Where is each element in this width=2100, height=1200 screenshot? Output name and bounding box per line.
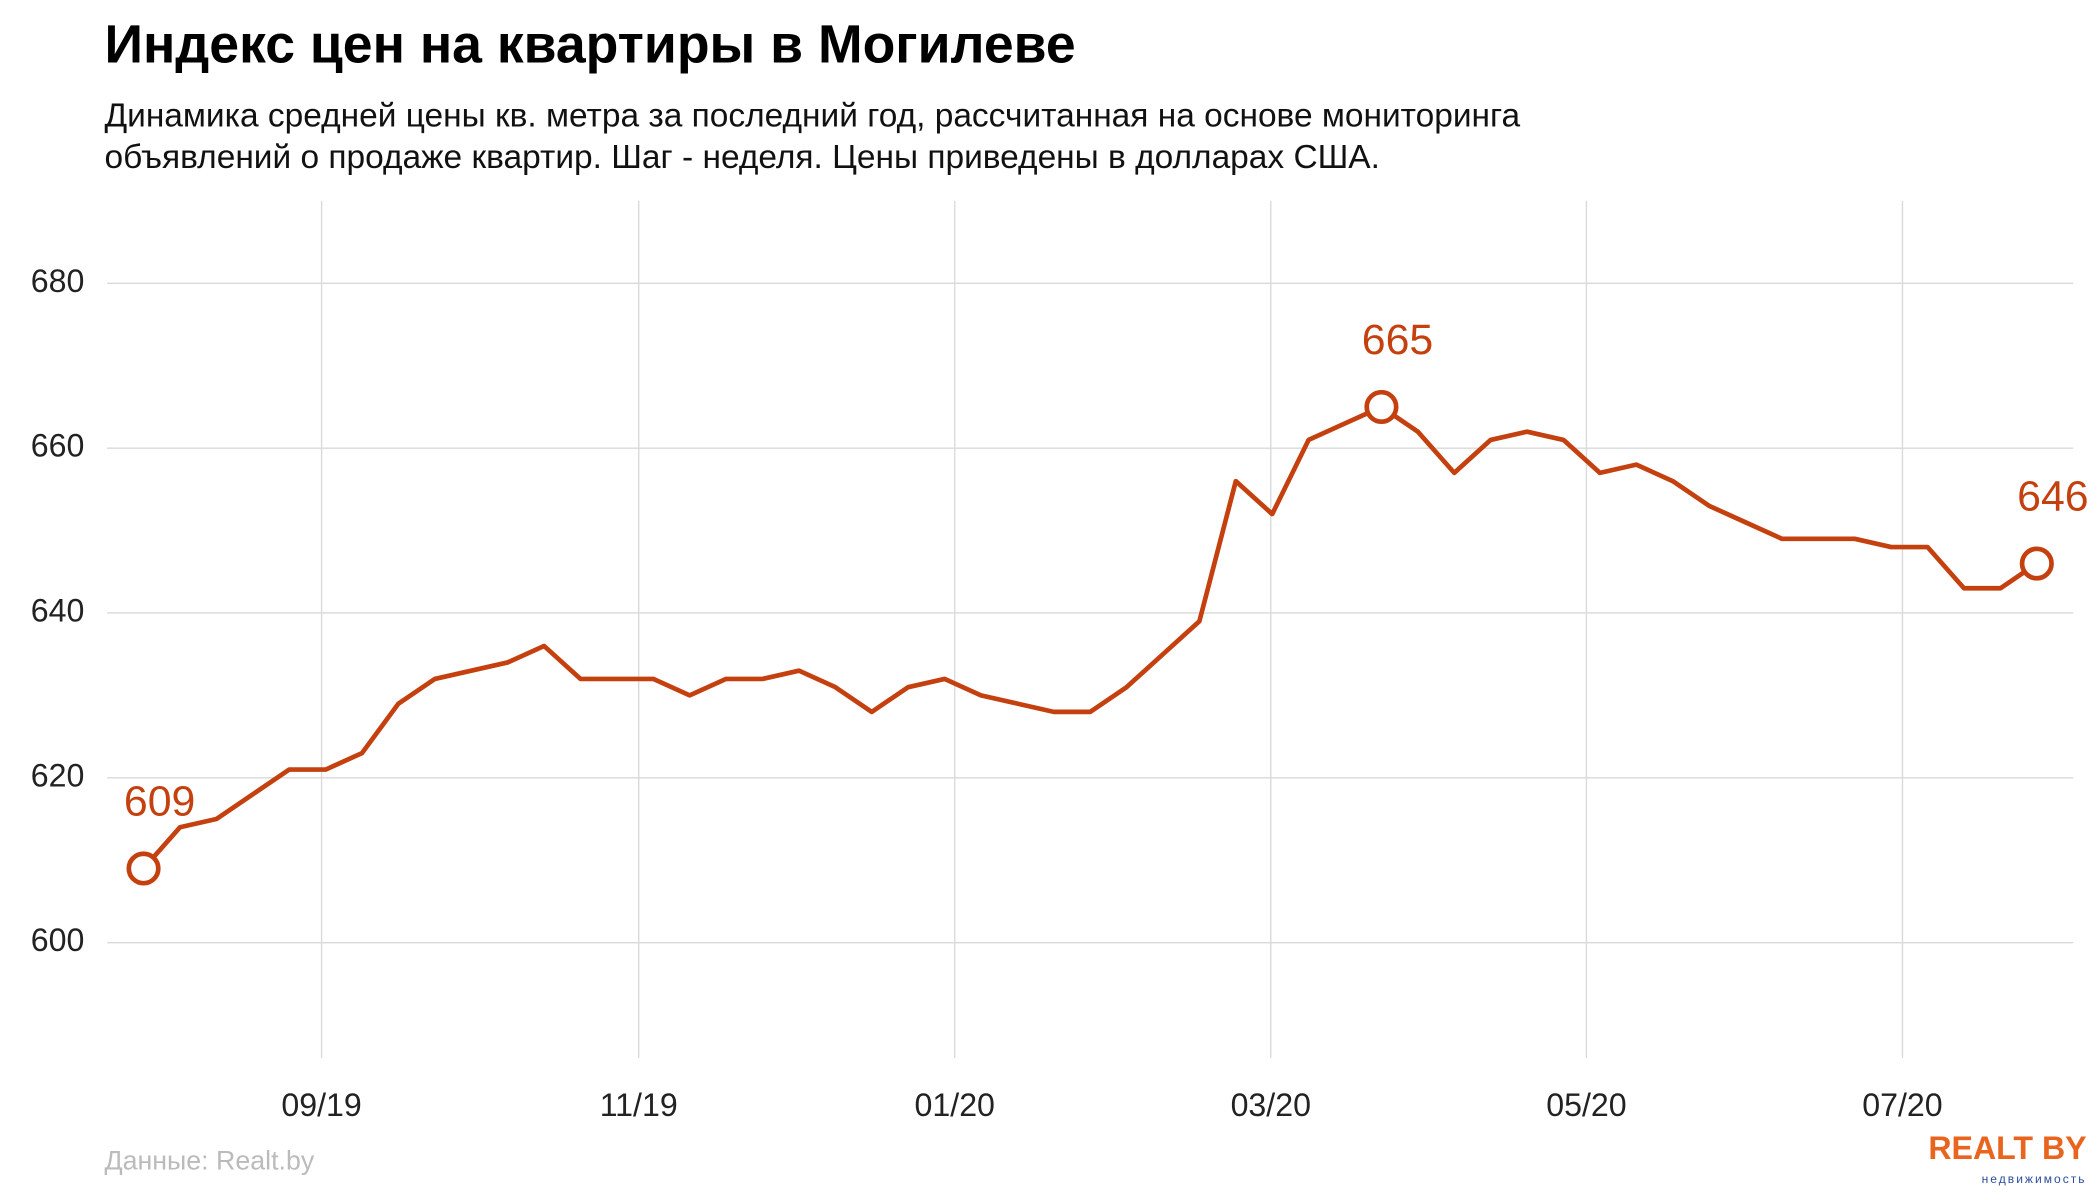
subtitle: объявлений о продаже квартир. Шаг - неде… bbox=[104, 139, 1379, 176]
highlight-point bbox=[1364, 389, 1399, 425]
plot: 609 665 646 bbox=[124, 316, 2089, 886]
data-label: 665 bbox=[1362, 316, 1433, 364]
x-tick-label: 03/20 bbox=[1231, 1087, 1311, 1123]
x-tick-label: 01/20 bbox=[915, 1087, 995, 1123]
line bbox=[141, 404, 2039, 871]
x-tick-label: 05/20 bbox=[1546, 1087, 1626, 1123]
y-tick-label: 680 bbox=[31, 263, 85, 299]
highlight-point bbox=[2019, 546, 2054, 581]
source: Данные: Realt.by bbox=[104, 1146, 314, 1176]
highlight-point bbox=[126, 851, 161, 886]
y-tick-label: 600 bbox=[31, 922, 85, 958]
x-tick-label: 09/19 bbox=[281, 1087, 361, 1123]
subtitle: Динамика средней цены кв. метра за после… bbox=[104, 98, 1520, 135]
chart-title: Индекс цен на квартиры в Могилеве bbox=[104, 15, 1075, 74]
grid: 600 620 640 660 680 09/19 11/19 01/20 03/20 05/20… bbox=[31, 200, 2074, 1123]
y-tick-label: 660 bbox=[31, 428, 85, 464]
logo: REALT BY bbox=[1928, 1130, 2086, 1166]
y-tick-label: 620 bbox=[31, 757, 85, 793]
x-tick-label: 11/19 bbox=[600, 1087, 678, 1123]
data-label: 609 bbox=[124, 778, 195, 826]
x-tick-label: 07/20 bbox=[1862, 1087, 1942, 1123]
data-label: 646 bbox=[2017, 473, 2088, 521]
y-tick-label: 640 bbox=[31, 592, 85, 628]
logo-tagline: недвижимость bbox=[1982, 1172, 2087, 1186]
